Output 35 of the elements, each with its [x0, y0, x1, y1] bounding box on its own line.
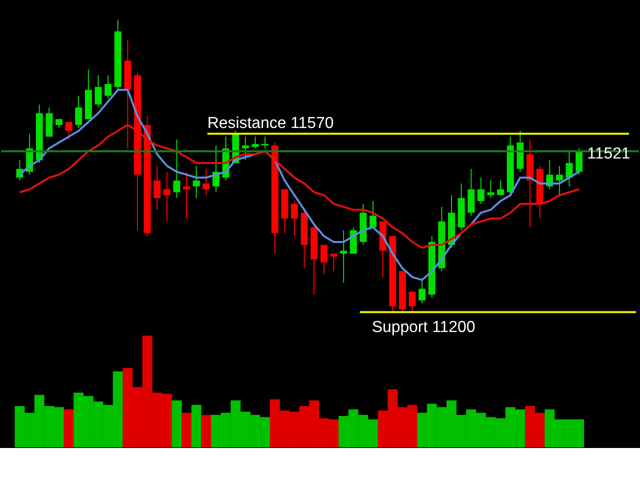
candlestick — [183, 171, 190, 220]
candlestick — [94, 74, 102, 108]
ref-line-label: Resistance 11570 — [207, 114, 334, 132]
candlestick — [468, 168, 475, 216]
bar — [182, 412, 192, 448]
ref-line-label: Support 11200 — [372, 319, 476, 336]
candlestick — [576, 148, 583, 176]
candlestick — [556, 165, 563, 196]
candlestick — [408, 291, 416, 313]
candlestick — [262, 136, 269, 149]
candlestick — [154, 165, 161, 210]
candlestick — [252, 136, 259, 149]
candlestick — [320, 244, 328, 275]
candlestick — [163, 171, 170, 222]
candlestick — [202, 168, 210, 196]
candlestick — [340, 230, 348, 284]
bar — [64, 409, 74, 448]
candlestick — [192, 165, 200, 199]
candlestick — [497, 180, 504, 196]
candlestick — [290, 200, 298, 237]
candlestick — [242, 136, 249, 161]
candlestick — [104, 74, 112, 100]
candlestick — [477, 177, 484, 204]
bar — [172, 400, 182, 448]
candlestick — [46, 106, 53, 138]
candlestick — [173, 139, 180, 199]
text: 11521 — [587, 145, 630, 162]
candlestick — [370, 200, 376, 228]
candlestick — [330, 253, 338, 272]
bar — [201, 414, 212, 448]
bar — [191, 404, 202, 448]
candlestick — [418, 279, 426, 304]
candlestick — [487, 180, 494, 199]
candlestick — [75, 95, 82, 128]
candlestick — [65, 122, 72, 140]
